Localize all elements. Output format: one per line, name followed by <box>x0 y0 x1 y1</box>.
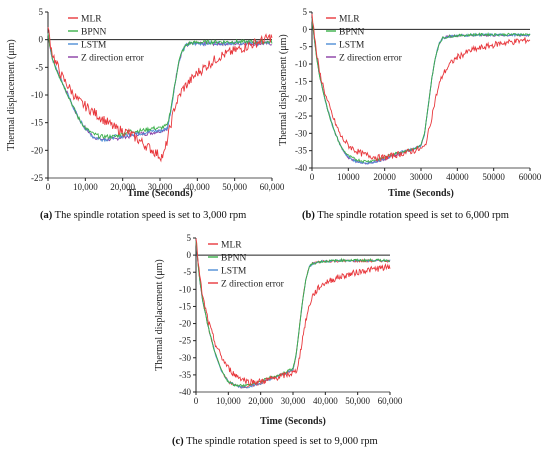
chart-a-x-tick-label: 10,000 <box>73 182 98 192</box>
chart-b-group: 50-5-10-15-20-25-30-35-400 10000 20000 3000… <box>278 7 542 199</box>
chart-c-y-tick-label: -35 <box>179 370 191 380</box>
chart-a-x-tick-label: 0 <box>46 182 51 192</box>
chart-a-series-lstm <box>47 33 273 143</box>
chart-b-legend-label: MLR <box>339 15 360 25</box>
chart-b-legend-label: BPNN <box>339 28 364 38</box>
caption-b: (b) The spindle rotation speed is set to… <box>302 210 509 221</box>
chart-a-xlabel: Time (Seconds) <box>127 188 193 199</box>
chart-c-y-tick-label: -15 <box>179 301 191 311</box>
chart-c-x-tick-label: 40,000 <box>313 396 338 406</box>
chart-c-series-bpnn <box>195 241 391 387</box>
chart-b-y-tick-label: -35 <box>295 146 307 156</box>
chart-b-legend-label: LSTM <box>339 41 365 51</box>
caption-a-text: The spindle rotation speed is set to 3,0… <box>52 210 247 221</box>
chart-b-series-bpnn <box>311 18 531 163</box>
chart-b-x-tick-label: 0 <box>310 172 315 182</box>
chart-a-x-tick-label: 50,000 <box>222 182 247 192</box>
chart-a-x-tick-label: 40,000 <box>185 182 210 192</box>
chart-b-y-tick-label: -30 <box>295 128 307 138</box>
chart-a-legend-label: Z direction error <box>81 54 145 64</box>
chart-a-y-tick-label: -15 <box>31 118 43 128</box>
chart-a-legend-label: LSTM <box>81 41 107 51</box>
chart-b-y-tick-label: 0 <box>303 24 308 34</box>
chart-c-x-tick-label: 0 <box>194 396 199 406</box>
chart-a-ylabel: Thermal displacement (μm) <box>6 39 17 150</box>
chart-c-legend-label: MLR <box>221 241 242 251</box>
chart-b-xlabel: Time (Seconds) <box>388 188 454 199</box>
chart-b-y-tick-label: 5 <box>303 7 308 17</box>
caption-a: (a) The spindle rotation speed is set to… <box>40 210 246 221</box>
chart-c-y-tick-label: -10 <box>179 284 191 294</box>
chart-a-y-tick-label: 5 <box>39 7 44 17</box>
chart-c-x-tick-label: 10,000 <box>216 396 241 406</box>
chart-c-x-tick-label: 30,000 <box>281 396 306 406</box>
chart-b-x-tick-label: 10000 <box>337 172 360 182</box>
caption-b-text: The spindle rotation speed is set to 6,0… <box>314 210 509 221</box>
chart-a-legend-label: MLR <box>81 15 102 25</box>
chart-c-y-tick-label: -40 <box>179 387 191 397</box>
chart-c-group: 50-5-10-15-20-25-30-35-400 10,000 20,000 30… <box>154 233 403 427</box>
chart-a-legend-label: BPNN <box>81 28 106 38</box>
chart-b-y-tick-label: -5 <box>300 42 308 52</box>
chart-b-x-tick-label: 50000 <box>482 172 505 182</box>
chart-c-y-tick-label: -5 <box>184 267 192 277</box>
chart-c-x-tick-label: 50,000 <box>345 396 370 406</box>
chart-b-series-mlr <box>311 13 531 162</box>
chart-a-x-tick-label: 20,000 <box>110 182 135 192</box>
chart-b-x-tick-label: 40000 <box>446 172 469 182</box>
chart-c-y-tick-label: -20 <box>179 319 191 329</box>
caption-a-letter: (a) <box>40 210 53 221</box>
caption-c-letter: (c) <box>172 436 184 447</box>
chart-a-y-tick-label: -25 <box>31 173 43 183</box>
chart-a-x-tick-label: 60,000 <box>260 182 285 192</box>
chart-c-x-tick-label: 60,000 <box>378 396 403 406</box>
chart-b-y-tick-label: -10 <box>295 59 307 69</box>
chart-a-y-tick-label: 0 <box>39 35 44 45</box>
chart-a-series-mlr <box>47 27 273 163</box>
chart-c-y-tick-label: 5 <box>187 233 192 243</box>
chart-b-y-tick-label: -20 <box>295 94 307 104</box>
chart-c-y-tick-label: -25 <box>179 336 191 346</box>
chart-c-x-tick-label: 20,000 <box>248 396 273 406</box>
chart-a-y-tick-label: -10 <box>31 90 43 100</box>
chart-c-series-mlr <box>195 238 391 386</box>
chart-c-legend-label: LSTM <box>221 267 247 277</box>
chart-b-x-tick-label: 60000 <box>519 172 542 182</box>
chart-b-y-tick-label: -40 <box>295 163 307 173</box>
chart-b-x-tick-label: 30000 <box>410 172 433 182</box>
caption-c-text: The spindle rotation speed is set to 9,0… <box>183 436 378 447</box>
chart-b-y-tick-label: -25 <box>295 111 307 121</box>
chart-a-y-tick-label: -5 <box>36 62 44 72</box>
chart-c-xlabel: Time (Seconds) <box>260 416 326 427</box>
caption-c: (c) The spindle rotation speed is set to… <box>172 436 378 447</box>
chart-a-y-tick-label: -20 <box>31 145 43 155</box>
chart-c-legend-label: Z direction error <box>221 280 285 290</box>
chart-c-legend-label: BPNN <box>221 254 246 264</box>
chart-a-series-bpnn <box>47 33 273 139</box>
chart-c-ylabel: Thermal displacement (μm) <box>154 259 165 370</box>
chart-a-x-tick-label: 30,000 <box>148 182 173 192</box>
caption-b-letter: (b) <box>302 210 315 221</box>
chart-a-group: 50-5-10-15-20-250 10,000 20,000 30,000 40,00… <box>6 7 285 199</box>
chart-c-y-tick-label: 0 <box>187 250 192 260</box>
chart-b-y-tick-label: -15 <box>295 76 307 86</box>
chart-b-x-tick-label: 20000 <box>373 172 396 182</box>
chart-b-legend-label: Z direction error <box>339 54 403 64</box>
chart-c-y-tick-label: -30 <box>179 353 191 363</box>
chart-b-ylabel: Thermal displacement (μm) <box>278 34 289 145</box>
